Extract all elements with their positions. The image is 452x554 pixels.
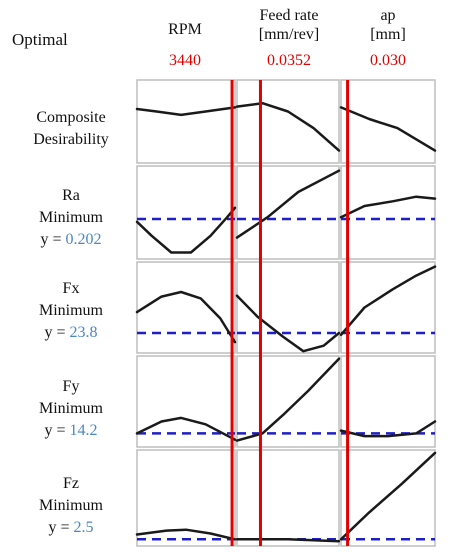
response-curve: [135, 528, 237, 541]
y-prefix: y =: [44, 422, 70, 439]
optimal-label: Optimal: [12, 30, 68, 49]
factor-unit: [mm]: [370, 26, 406, 43]
response-curve: [235, 169, 341, 239]
panel-frame: [236, 165, 340, 260]
factor-header-ap: ap [mm]: [341, 6, 435, 44]
row-y: y = 2.5: [6, 517, 136, 539]
panel-frame: [340, 165, 436, 260]
response-curve: [339, 451, 437, 541]
row-name-line2: Desirability: [33, 131, 109, 148]
optimal-value-feed-rate: 0.0352: [267, 52, 311, 69]
panel-frame: [236, 355, 340, 448]
optimal-value-rpm: 3440: [169, 52, 201, 69]
y-value: 2.5: [73, 519, 94, 536]
row-name: Fy: [62, 378, 80, 395]
response-curve: [339, 106, 437, 152]
panel-frame: [136, 261, 236, 354]
row-goal: Minimum: [38, 497, 103, 514]
row-name: Fx: [62, 280, 80, 297]
row-label-fy: Fy Minimum y = 14.2: [6, 376, 136, 442]
row-label-fx: Fx Minimum y = 23.8: [6, 278, 136, 344]
factor-name: RPM: [168, 21, 202, 38]
panel-frame: [236, 449, 340, 547]
factor-unit: [mm/rev]: [258, 26, 320, 43]
row-goal: Minimum: [38, 302, 103, 319]
response-curve: [235, 294, 341, 353]
row-label-fz: Fz Minimum y = 2.5: [6, 473, 136, 539]
row-y: y = 23.8: [6, 322, 136, 344]
y-value: 0.202: [65, 231, 102, 248]
panel-frame: [136, 79, 236, 164]
y-prefix: y =: [44, 324, 70, 341]
response-curve: [339, 265, 437, 337]
row-name: Composite: [36, 109, 106, 126]
row-name: Fz: [63, 475, 79, 492]
row-label-ra: Ra Minimum y = 0.202: [6, 185, 136, 251]
response-curve: [235, 538, 341, 543]
response-curve: [135, 290, 237, 344]
y-value: 14.2: [69, 422, 98, 439]
response-curve: [135, 206, 237, 254]
panel-frame: [340, 79, 436, 164]
response-curve: [235, 101, 341, 152]
row-y: y = 0.202: [6, 229, 136, 251]
row-y: y = 14.2: [6, 420, 136, 442]
row-goal: Minimum: [38, 400, 103, 417]
factor-header-rpm: RPM: [135, 20, 235, 39]
response-curve: [235, 357, 341, 442]
response-curve: [135, 106, 237, 117]
row-goal: Minimum: [38, 209, 103, 226]
y-prefix: y =: [40, 231, 66, 248]
panel-frame: [136, 165, 236, 260]
factor-header-feed-rate: Feed rate [mm/rev]: [237, 6, 341, 44]
row-name: Ra: [62, 187, 80, 204]
response-curve: [339, 420, 437, 438]
optimal-value-ap: 0.030: [370, 52, 406, 69]
factor-name: Feed rate: [259, 7, 319, 24]
row-label-composite: Composite Desirability: [6, 107, 136, 151]
y-prefix: y =: [48, 519, 74, 536]
response-curve: [135, 416, 237, 441]
response-curve: [339, 195, 437, 219]
panel-frame: [236, 79, 340, 164]
panel-frame: [236, 261, 340, 354]
panel-frame: [340, 261, 436, 354]
y-value: 23.8: [69, 324, 98, 341]
factor-name: ap: [380, 7, 396, 24]
